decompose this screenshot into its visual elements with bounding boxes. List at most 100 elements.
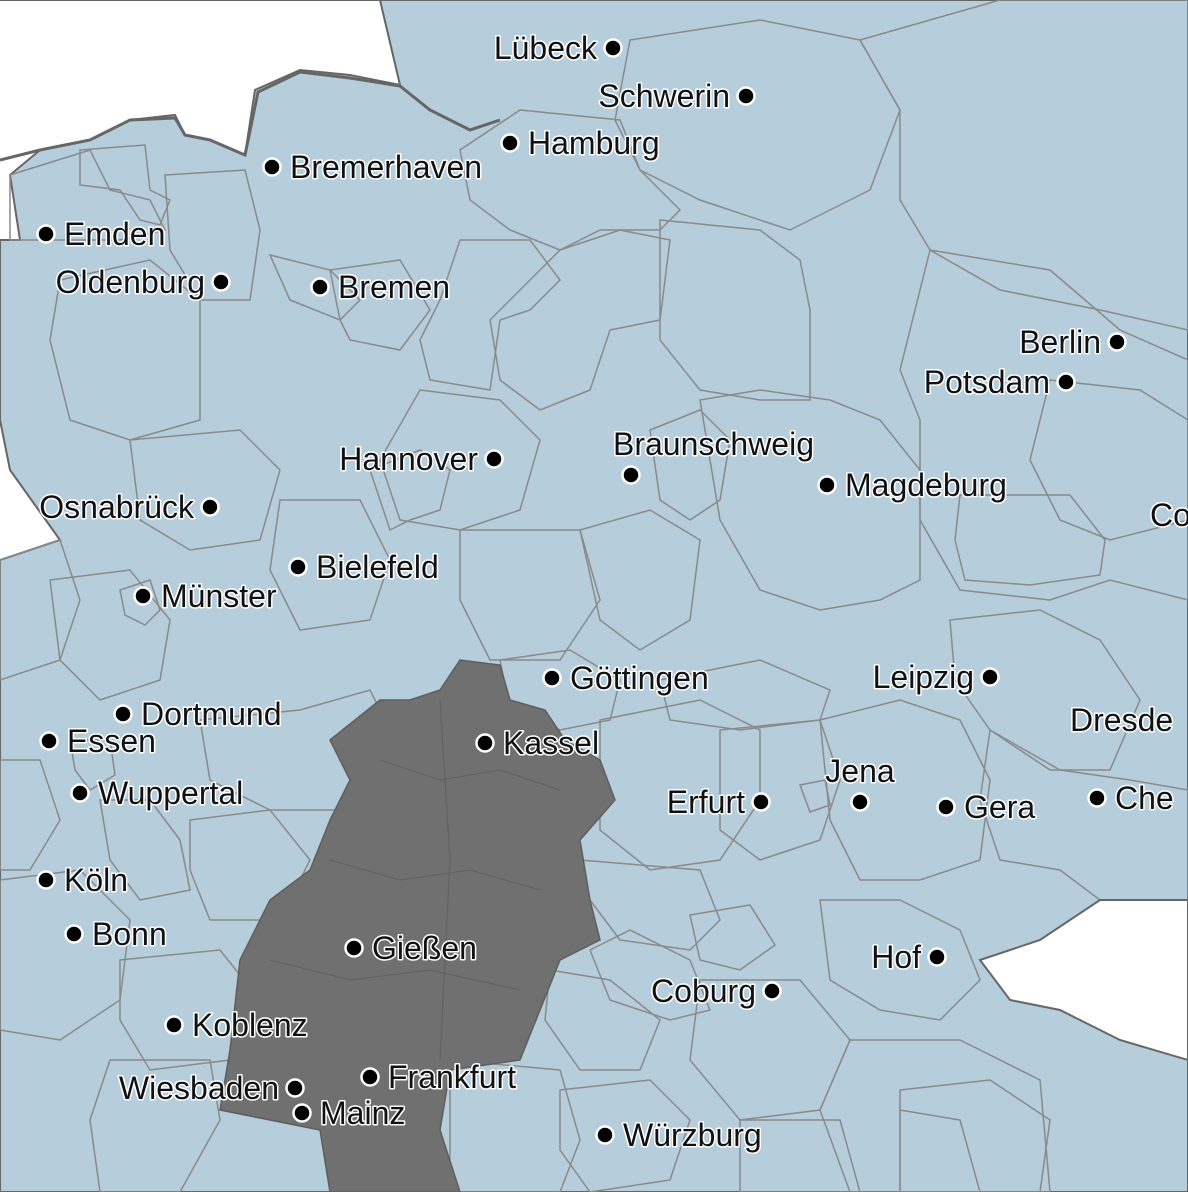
city-dot-potsdam	[1056, 372, 1076, 392]
city-label-coburg: Coburg	[651, 973, 756, 1009]
region-group-highlights	[9, 144, 831, 1071]
city-label-jena: Jena	[825, 753, 895, 789]
region-bielefeld	[269, 499, 391, 631]
city-dot-schwerin	[736, 86, 756, 106]
region-coburg-salmon	[589, 929, 712, 1021]
city-label-k-ln: Köln	[64, 862, 128, 898]
city-dot-frankfurt	[360, 1067, 380, 1087]
region-cottbus	[1029, 379, 1188, 541]
region-wuppertal-light-salmon	[99, 799, 191, 901]
city-dot-essen	[39, 731, 59, 751]
region-mecklenburg	[614, 19, 901, 231]
city-dot-m-nster	[133, 586, 153, 606]
city-dot-hannover	[484, 449, 504, 469]
no-data-border-3	[269, 959, 521, 991]
city-label-koblenz: Koblenz	[192, 1007, 308, 1043]
city-label-potsdam: Potsdam	[924, 364, 1050, 400]
city-dot-koblenz	[164, 1015, 184, 1035]
city-label-bremen: Bremen	[338, 269, 450, 305]
region-westfalen-blue	[0, 539, 81, 681]
region-verden-cream	[419, 239, 561, 391]
city-label-bielefeld: Bielefeld	[316, 549, 439, 585]
city-dot-dortmund	[113, 704, 133, 724]
city-label-wiesbaden: Wiesbaden	[119, 1070, 279, 1106]
city-dot-leipzig	[980, 667, 1000, 687]
city-dot-berlin	[1107, 332, 1127, 352]
region-bremen-ring	[329, 259, 431, 351]
city-label-braunschweig: Braunschweig	[613, 426, 814, 462]
city-label-hamburg: Hamburg	[528, 125, 660, 161]
city-dot-g-ttingen	[542, 668, 562, 688]
city-dot-mainz	[292, 1103, 312, 1123]
city-label-wuppertal: Wuppertal	[98, 775, 243, 811]
city-label-bonn: Bonn	[92, 916, 167, 952]
region-bremen-cream	[268, 253, 362, 321]
region-osnabrueck	[129, 429, 281, 551]
region-wuerzburg	[559, 1079, 691, 1192]
city-label-mainz: Mainz	[320, 1095, 405, 1131]
city-dot-gie-en	[344, 938, 364, 958]
region-hannover-ring	[379, 389, 541, 531]
city-dot-jena	[850, 792, 870, 812]
city-label-w-rzburg: Würzburg	[623, 1117, 762, 1153]
city-label-che: Che	[1115, 780, 1174, 816]
city-label-gie-en: Gießen	[372, 930, 477, 966]
city-label-oldenburg: Oldenburg	[56, 264, 205, 300]
region-group-east	[614, 0, 1188, 1062]
region-thuringia-west	[599, 699, 761, 871]
region-aurich-red	[79, 144, 171, 226]
city-dot-bonn	[64, 924, 84, 944]
region-north-east	[858, 0, 1188, 331]
city-label-emden: Emden	[64, 216, 165, 252]
city-dot-hof	[927, 947, 947, 967]
region-south-peach	[899, 1109, 981, 1192]
region-thuringia-cream	[689, 904, 777, 971]
region-brandenburg-south	[899, 249, 1188, 601]
city-label-dresde: Dresde	[1070, 702, 1173, 738]
region-east-bavaria	[819, 1039, 1051, 1192]
city-dot-w-rzburg	[595, 1125, 615, 1145]
city-label-erfurt: Erfurt	[667, 784, 745, 820]
no-data-border-2	[329, 859, 541, 891]
city-label-g-ttingen: Göttingen	[570, 660, 709, 696]
city-dot-l-beck	[603, 38, 623, 58]
city-label-kassel: Kassel	[503, 725, 599, 761]
no-data-border-1	[379, 759, 561, 791]
region-jena-cream	[798, 779, 831, 813]
city-dot-che	[1087, 788, 1107, 808]
city-dot-bielefeld	[288, 557, 308, 577]
city-label-bremerhaven: Bremerhaven	[290, 149, 482, 185]
no-data-border-4	[439, 699, 451, 1061]
city-dot-wuppertal	[70, 783, 90, 803]
region-hof	[819, 899, 981, 1021]
region-no-data-hessen	[219, 659, 616, 1192]
no-data-internal-borders	[269, 699, 561, 1061]
region-ostfriesland	[164, 169, 261, 301]
city-label-hannover: Hannover	[339, 441, 478, 477]
region-grey-east	[954, 494, 1106, 586]
region-thuringia-east	[819, 699, 991, 881]
city-label-hof: Hof	[871, 939, 921, 975]
region-south-blue	[739, 1119, 861, 1192]
city-dot-erfurt	[751, 792, 771, 812]
region-emsland	[49, 259, 201, 441]
city-dot-emden	[36, 224, 56, 244]
region-harz	[579, 509, 701, 651]
coastline	[0, 70, 501, 162]
city-dot-bremerhaven	[262, 157, 282, 177]
region-hannover-salmon	[369, 449, 451, 532]
region-braunschweig-east	[649, 409, 731, 521]
city-dot-k-ln	[36, 870, 56, 890]
city-dot-osnabr-ck	[200, 497, 220, 517]
city-label-berlin: Berlin	[1019, 324, 1101, 360]
region-emden-cream	[9, 149, 167, 241]
region-rhein-main-light	[89, 1059, 221, 1192]
city-dot-magdeburg	[817, 475, 837, 495]
city-label-m-nster: Münster	[161, 578, 277, 614]
city-dot-braunschweig	[621, 465, 641, 485]
region-dresden	[949, 609, 1141, 771]
region-altmark	[659, 219, 811, 401]
region-muenster-cream	[119, 579, 161, 626]
